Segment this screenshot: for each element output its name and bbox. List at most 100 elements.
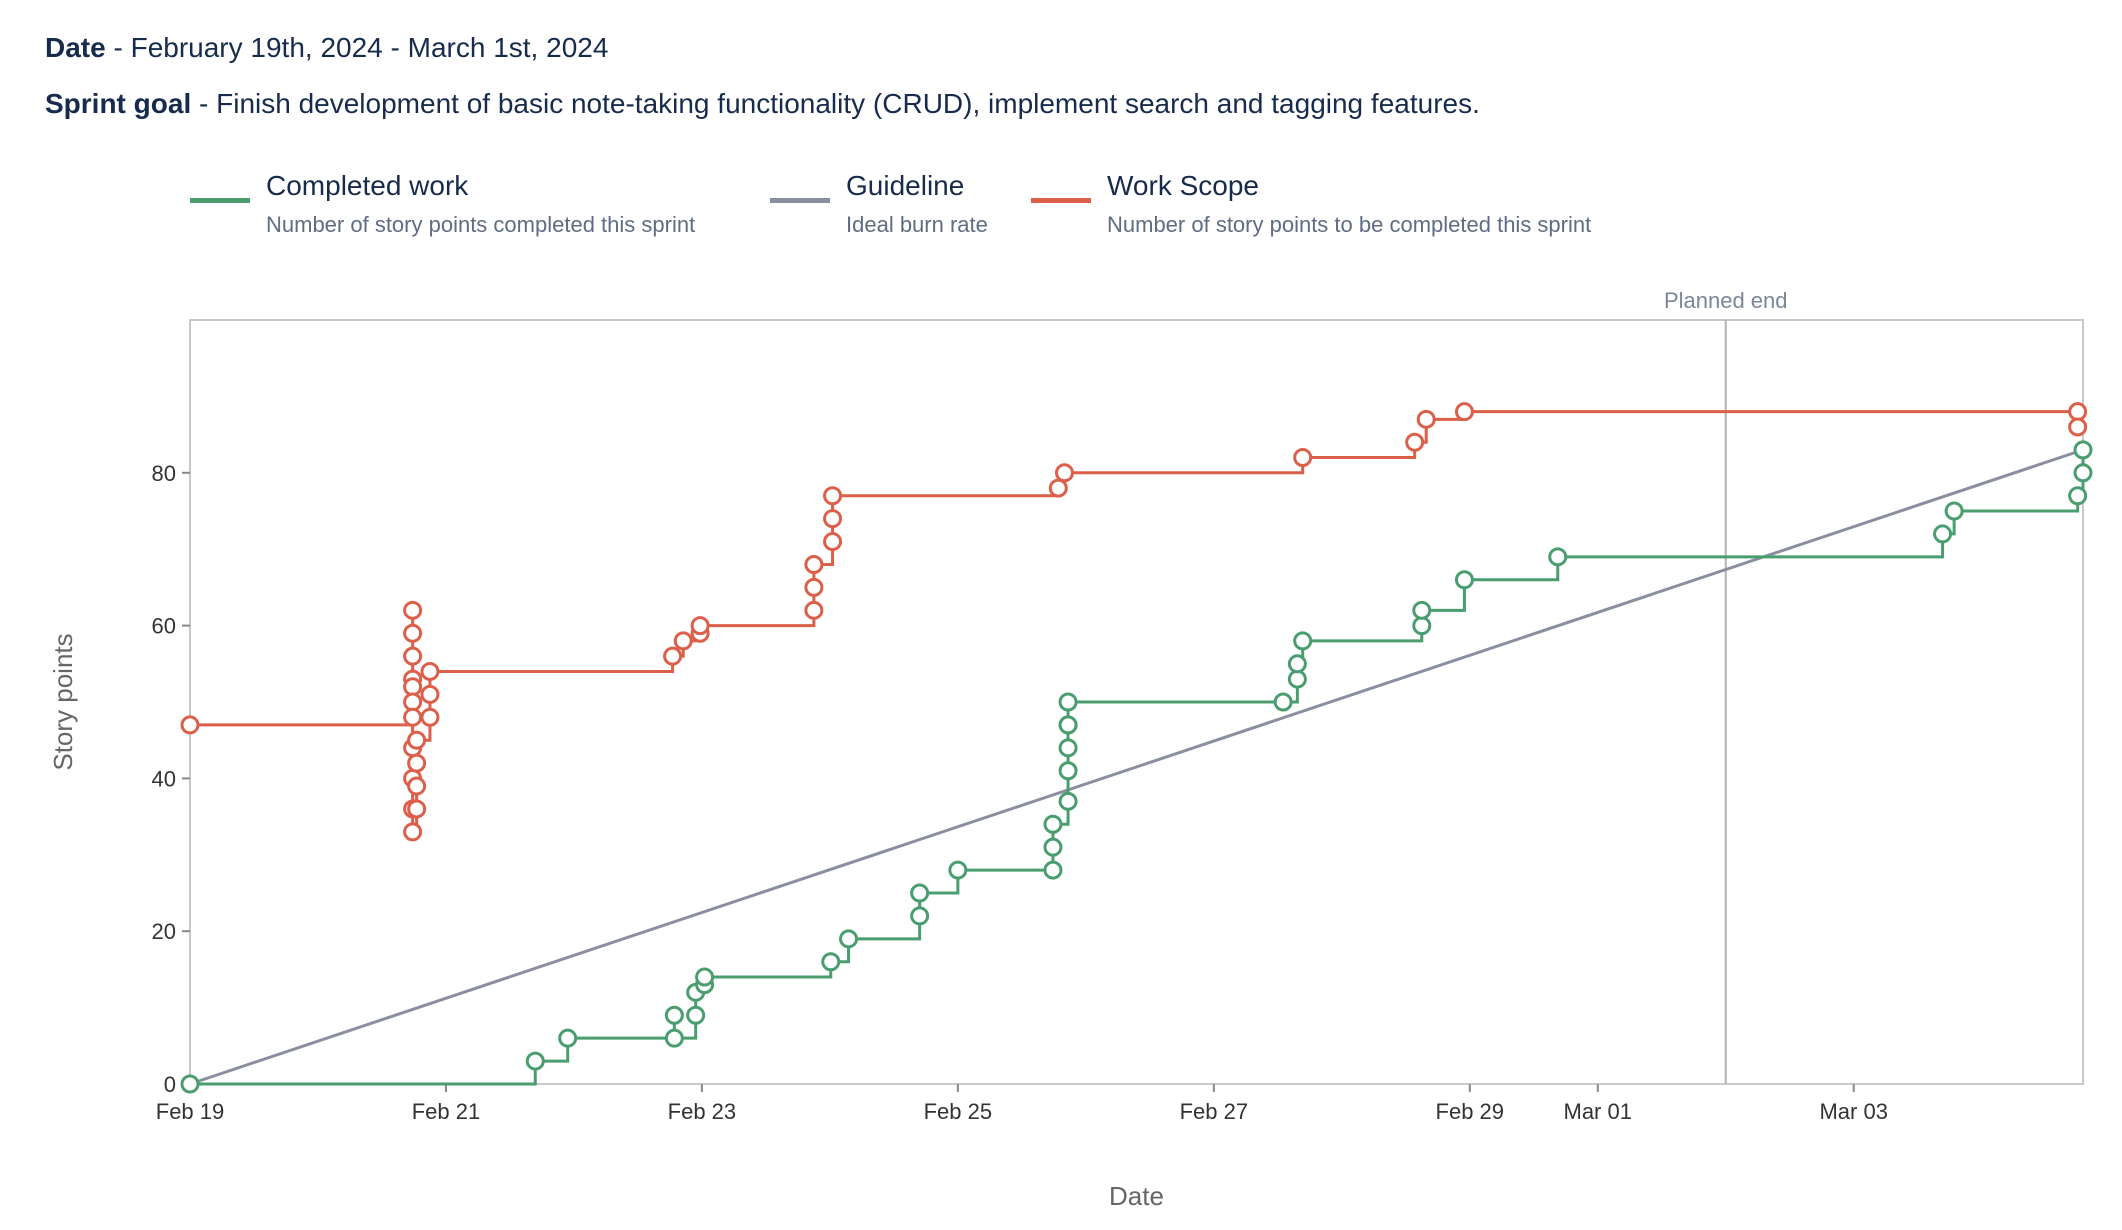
data-point-work-scope[interactable] (690, 616, 710, 636)
data-point-completed-work[interactable] (558, 1028, 578, 1048)
data-point-work-scope[interactable] (403, 692, 423, 712)
date-range: - February 19th, 2024 - March 1st, 2024 (105, 32, 609, 63)
data-point-completed-work[interactable] (821, 952, 841, 972)
y-tick-label: 0 (164, 1072, 176, 1097)
x-tick-label: Feb 21 (412, 1099, 481, 1124)
planned-end-marker-group: Planned end (1664, 288, 1788, 1084)
data-point-work-scope[interactable] (403, 623, 423, 643)
data-point-work-scope[interactable] (407, 776, 427, 796)
data-point-work-scope[interactable] (823, 509, 843, 529)
data-point-completed-work[interactable] (839, 929, 859, 949)
data-point-completed-work[interactable] (1293, 631, 1313, 651)
x-tick-label: Feb 25 (924, 1099, 993, 1124)
data-point-work-scope[interactable] (420, 661, 440, 681)
y-axis-ticks: 0 20 40 60 80 (152, 461, 190, 1097)
y-tick-label: 40 (152, 766, 176, 791)
data-point-work-scope[interactable] (1405, 432, 1425, 452)
data-point-completed-work[interactable] (664, 1005, 684, 1025)
legend-description-guideline: Ideal burn rate (846, 212, 988, 237)
data-point-completed-work[interactable] (1058, 715, 1078, 735)
legend-title-work-scope: Work Scope (1107, 170, 1259, 201)
x-axis-title: Date (1109, 1181, 1164, 1211)
data-point-completed-work[interactable] (1412, 600, 1432, 620)
data-point-completed-work[interactable] (1043, 860, 1063, 880)
legend-title-guideline: Guideline (846, 170, 965, 201)
legend-description-work-scope: Number of story points to be completed t… (1107, 212, 1592, 237)
series-layer (180, 402, 2093, 1094)
data-point-completed-work[interactable] (525, 1051, 545, 1071)
data-point-completed-work[interactable] (2073, 440, 2093, 460)
plot-area-frame (189, 319, 2084, 1085)
data-point-work-scope[interactable] (663, 646, 683, 666)
data-point-work-scope[interactable] (1454, 402, 1474, 422)
x-tick-label: Feb 23 (668, 1099, 737, 1124)
legend-swatch-guideline (770, 198, 830, 203)
x-tick-label: Feb 19 (156, 1099, 225, 1124)
data-point-work-scope[interactable] (403, 600, 423, 620)
data-point-completed-work[interactable] (1287, 669, 1307, 689)
data-point-completed-work[interactable] (1058, 692, 1078, 712)
series-completed-work (180, 440, 2093, 1094)
data-point-work-scope[interactable] (804, 600, 824, 620)
data-point-work-scope[interactable] (1416, 409, 1436, 429)
data-point-completed-work[interactable] (2068, 486, 2088, 506)
data-point-work-scope[interactable] (823, 486, 843, 506)
data-point-work-scope[interactable] (823, 532, 843, 552)
y-tick-label: 20 (152, 919, 176, 944)
x-tick-label: Mar 03 (1819, 1099, 1887, 1124)
data-point-completed-work[interactable] (948, 860, 968, 880)
data-point-work-scope[interactable] (403, 646, 423, 666)
data-point-completed-work[interactable] (686, 1005, 706, 1025)
data-point-work-scope[interactable] (673, 631, 693, 651)
x-axis-ticks: Feb 19 Feb 21 Feb 23 Feb 25 Feb 27 Feb 29 Mar … (156, 1084, 1888, 1124)
data-point-work-scope[interactable] (403, 822, 423, 842)
data-point-work-scope[interactable] (804, 577, 824, 597)
data-point-completed-work[interactable] (1058, 738, 1078, 758)
y-tick-label: 60 (152, 614, 176, 639)
sprint-goal-text: - Finish development of basic note-takin… (191, 88, 1480, 119)
data-point-work-scope[interactable] (420, 707, 440, 727)
x-tick-label: Feb 27 (1180, 1099, 1249, 1124)
data-point-work-scope[interactable] (2068, 402, 2088, 422)
data-point-completed-work[interactable] (910, 906, 930, 926)
data-point-completed-work[interactable] (1043, 814, 1063, 834)
data-point-work-scope[interactable] (2068, 417, 2088, 437)
legend-title-completed-work: Completed work (266, 170, 469, 201)
x-tick-label: Feb 29 (1436, 1099, 1505, 1124)
data-point-completed-work[interactable] (1058, 761, 1078, 781)
data-point-work-scope[interactable] (180, 715, 200, 735)
legend-description-completed-work: Number of story points completed this sp… (266, 212, 696, 237)
y-axis-title: Story points (48, 633, 78, 770)
data-point-completed-work[interactable] (1058, 791, 1078, 811)
data-point-work-scope[interactable] (1293, 448, 1313, 468)
data-point-work-scope[interactable] (1055, 463, 1075, 483)
data-point-work-scope[interactable] (403, 707, 423, 727)
data-point-completed-work[interactable] (1287, 654, 1307, 674)
data-point-completed-work[interactable] (910, 883, 930, 903)
y-tick-label: 80 (152, 461, 176, 486)
data-point-work-scope[interactable] (407, 753, 427, 773)
data-point-completed-work[interactable] (1043, 837, 1063, 857)
data-point-completed-work[interactable] (1548, 547, 1568, 567)
data-point-work-scope[interactable] (1048, 478, 1068, 498)
data-point-work-scope[interactable] (804, 554, 824, 574)
data-point-work-scope[interactable] (420, 684, 440, 704)
data-point-completed-work[interactable] (1412, 616, 1432, 636)
data-point-completed-work[interactable] (1273, 692, 1293, 712)
data-point-completed-work[interactable] (180, 1074, 200, 1094)
data-point-work-scope[interactable] (403, 677, 423, 697)
date-line: Date - February 19th, 2024 - March 1st, … (45, 28, 1480, 68)
data-point-completed-work[interactable] (2073, 463, 2093, 483)
legend-swatch-work-scope (1031, 198, 1091, 203)
data-point-completed-work[interactable] (664, 1028, 684, 1048)
data-point-work-scope[interactable] (407, 799, 427, 819)
data-point-completed-work[interactable] (695, 967, 715, 987)
series-line-guideline (189, 448, 2084, 1086)
series-work-scope (180, 402, 2088, 842)
planned-end-label: Planned end (1664, 288, 1788, 313)
data-point-completed-work[interactable] (1944, 501, 1964, 521)
data-point-completed-work[interactable] (1454, 570, 1474, 590)
data-point-completed-work[interactable] (1933, 524, 1953, 544)
data-point-work-scope[interactable] (407, 730, 427, 750)
